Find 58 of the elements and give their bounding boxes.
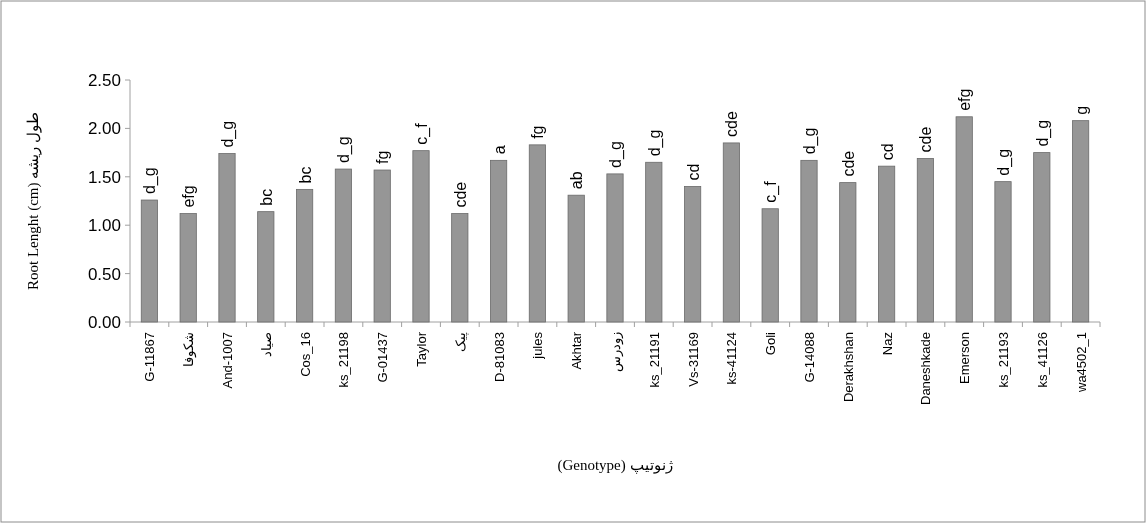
data-label: d_g bbox=[995, 148, 1013, 176]
y-tick-label: 1.50 bbox=[87, 167, 121, 187]
data-label: cd bbox=[684, 163, 702, 181]
x-tick-label: پیک bbox=[452, 332, 469, 352]
x-tick-label: Vs-31169 bbox=[685, 332, 701, 387]
x-tick-label: Cos_16 bbox=[297, 332, 313, 377]
x-tick-label: Goli bbox=[763, 331, 779, 356]
data-label: bc bbox=[296, 166, 314, 184]
y-tick-label: 0.00 bbox=[87, 313, 121, 332]
data-label: d_g bbox=[141, 167, 160, 195]
y-axis-title: Root Lenght (cm) طول ریشه bbox=[25, 112, 42, 290]
data-label: d_g bbox=[607, 141, 625, 168]
x-tick-label: Daneshkade bbox=[918, 332, 934, 405]
x-tick-label: wa4502_1 bbox=[1073, 332, 1089, 393]
x-tick-label: ks_21193 bbox=[996, 332, 1011, 388]
data-label: a bbox=[490, 145, 508, 155]
x-tick-label: Naz bbox=[879, 332, 895, 356]
x-tick-label: G-14088 bbox=[802, 332, 817, 383]
x-tick-label: Akhtar bbox=[569, 331, 585, 370]
data-label: cde bbox=[723, 111, 741, 137]
x-tick-label: Taylor bbox=[414, 331, 429, 367]
x-tick-label: ks-41124 bbox=[724, 332, 740, 385]
x-tick-label: jules bbox=[530, 331, 546, 360]
data-label: d_g bbox=[1033, 119, 1052, 147]
data-label: efg bbox=[956, 88, 974, 111]
x-tick-label: ks_21198 bbox=[336, 332, 352, 388]
x-tick-label: ks_41126 bbox=[1034, 332, 1050, 388]
data-label: cde bbox=[839, 150, 857, 177]
data-label: c_f bbox=[413, 122, 431, 145]
data-label: d_g bbox=[335, 136, 354, 164]
x-tick-label: D-81083 bbox=[491, 332, 507, 382]
x-tick-label: زودرس bbox=[608, 332, 624, 372]
data-label: ab bbox=[568, 171, 586, 190]
x-axis-title: (Genotype) ژنوتیپ bbox=[557, 457, 673, 474]
y-tick-label: 1.00 bbox=[87, 216, 121, 236]
data-label: bc bbox=[257, 188, 275, 206]
data-label: fg bbox=[374, 150, 392, 165]
y-tick-label: 2.50 bbox=[87, 71, 121, 90]
data-label: fg bbox=[529, 125, 547, 139]
data-label: c_f bbox=[762, 180, 781, 203]
data-label: cd bbox=[878, 143, 896, 161]
x-tick-label: شکوفا bbox=[181, 332, 198, 367]
data-label: g bbox=[1072, 105, 1090, 115]
x-tick-label: Derakhshan bbox=[840, 332, 856, 403]
data-label: d_g bbox=[219, 120, 237, 148]
data-label: d_g bbox=[801, 127, 819, 155]
data-label: efg bbox=[180, 185, 198, 208]
y-tick-label: 2.00 bbox=[87, 119, 121, 139]
x-tick-label: صیاد bbox=[258, 332, 274, 357]
data-label: cde bbox=[917, 126, 935, 153]
x-tick-label: G-11867 bbox=[142, 332, 158, 382]
data-label: d_g bbox=[645, 129, 664, 157]
x-tick-label: ks_21191 bbox=[646, 332, 662, 388]
data-label: cde bbox=[451, 181, 469, 208]
x-tick-label: And-1007 bbox=[220, 332, 235, 389]
x-tick-label: Emerson bbox=[957, 332, 973, 385]
y-tick-label: 0.50 bbox=[87, 264, 121, 284]
x-tick-label: G-01437 bbox=[375, 332, 391, 383]
